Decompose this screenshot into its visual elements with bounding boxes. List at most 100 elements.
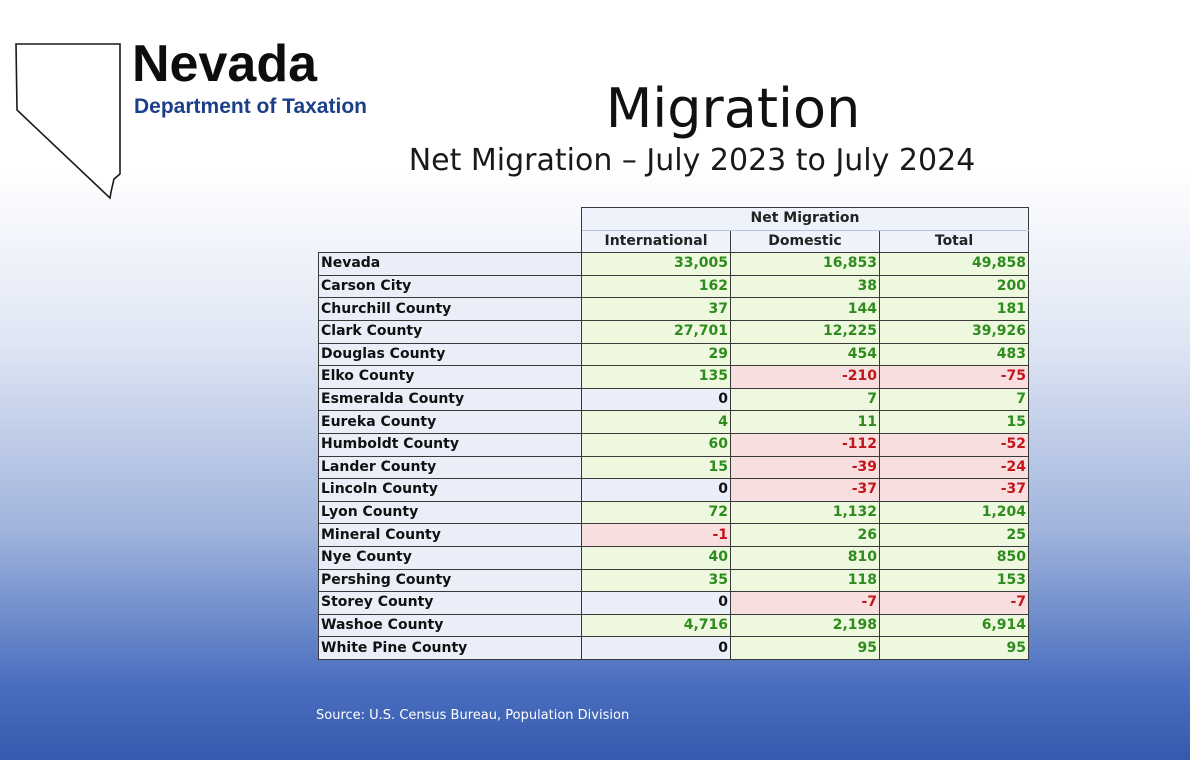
domestic-value: 95 [730,636,880,660]
domestic-value: 144 [730,297,880,321]
column-header-international: International [581,229,731,254]
row-label: Clark County [318,319,582,344]
row-label: Douglas County [318,342,582,367]
domestic-value: 454 [730,342,880,367]
total-value: -7 [879,591,1029,615]
international-value: 29 [581,342,731,367]
table-row: Esmeralda County 0 7 7 [318,387,1029,412]
international-value: 72 [581,500,731,525]
table-row: Lincoln County 0 -37 -37 [318,478,1029,502]
domestic-value: 118 [730,568,880,593]
nevada-state-outline-icon [15,43,121,200]
total-value: -37 [879,478,1029,502]
domestic-value: -210 [730,365,880,389]
table-row: Pershing County 35 118 153 [318,568,1029,593]
row-label: Storey County [318,591,582,615]
international-value: 27,701 [581,319,731,344]
domestic-value: 810 [730,545,880,570]
row-label: Carson City [318,274,582,299]
row-label: Churchill County [318,297,582,321]
row-label: Lander County [318,455,582,480]
net-migration-table: Net Migration International Domestic Tot… [318,207,1029,660]
international-value: 0 [581,478,731,502]
row-label: Lincoln County [318,478,582,502]
total-value: 15 [879,410,1029,434]
row-label: Nye County [318,545,582,570]
row-label: Pershing County [318,568,582,593]
table-row: White Pine County 0 95 95 [318,636,1029,660]
total-value: 25 [879,523,1029,547]
table-row: Storey County 0 -7 -7 [318,591,1029,615]
international-value: 35 [581,568,731,593]
international-value: 37 [581,297,731,321]
table-row: Carson City 162 38 200 [318,274,1029,299]
brand-name: Nevada [132,35,317,93]
total-value: -24 [879,455,1029,480]
international-value: 0 [581,636,731,660]
domestic-value: 12,225 [730,319,880,344]
source-note: Source: U.S. Census Bureau, Population D… [316,708,630,723]
row-label: Mineral County [318,523,582,547]
group-header: Net Migration [581,207,1029,231]
international-value: 135 [581,365,731,389]
brand-department: Department of Taxation [134,95,367,118]
domestic-value: 1,132 [730,500,880,525]
table-row: Eureka County 4 11 15 [318,410,1029,434]
table-row: Clark County 27,701 12,225 39,926 [318,319,1029,344]
international-value: 0 [581,387,731,412]
domestic-value: -37 [730,478,880,502]
table-corner-lower [318,230,582,253]
total-value: 181 [879,297,1029,321]
row-label: Lyon County [318,500,582,525]
row-label: Humboldt County [318,432,582,457]
total-value: 7 [879,387,1029,412]
domestic-value: -7 [730,591,880,615]
total-value: 200 [879,274,1029,299]
slide-title: Migration [605,77,861,140]
international-value: 15 [581,455,731,480]
table-body: Nevada 33,005 16,853 49,858 Carson City 162 38… [318,252,1029,660]
total-value: -52 [879,432,1029,457]
slide-subtitle: Net Migration – July 2023 to July 2024 [408,143,976,178]
total-value: -75 [879,365,1029,389]
table-row: Douglas County 29 454 483 [318,342,1029,367]
table-row: Mineral County -1 26 25 [318,523,1029,547]
total-value: 483 [879,342,1029,367]
table-row: Nevada 33,005 16,853 49,858 [318,252,1029,276]
table-row: Washoe County 4,716 2,198 6,914 [318,613,1029,638]
domestic-value: 11 [730,410,880,434]
column-header-total: Total [879,229,1029,254]
row-label: White Pine County [318,636,582,660]
domestic-value: 38 [730,274,880,299]
table-row: Humboldt County 60 -112 -52 [318,432,1029,457]
total-value: 1,204 [879,500,1029,525]
total-value: 39,926 [879,319,1029,344]
table-row: Nye County 40 810 850 [318,545,1029,570]
row-label: Eureka County [318,410,582,434]
row-label: Nevada [318,252,582,276]
domestic-value: -112 [730,432,880,457]
domestic-value: 16,853 [730,252,880,276]
column-header-domestic: Domestic [730,229,880,254]
international-value: 40 [581,545,731,570]
table-row: Churchill County 37 144 181 [318,297,1029,321]
total-value: 153 [879,568,1029,593]
domestic-value: 7 [730,387,880,412]
domestic-value: -39 [730,455,880,480]
total-value: 850 [879,545,1029,570]
international-value: 60 [581,432,731,457]
table-row: Lander County 15 -39 -24 [318,455,1029,480]
total-value: 6,914 [879,613,1029,638]
international-value: 4 [581,410,731,434]
table-row: Lyon County 72 1,132 1,204 [318,500,1029,525]
row-label: Washoe County [318,613,582,638]
table-corner [318,207,582,231]
international-value: 33,005 [581,252,731,276]
domestic-value: 2,198 [730,613,880,638]
total-value: 95 [879,636,1029,660]
row-label: Elko County [318,365,582,389]
international-value: -1 [581,523,731,547]
domestic-value: 26 [730,523,880,547]
table-row: Elko County 135 -210 -75 [318,365,1029,389]
international-value: 162 [581,274,731,299]
